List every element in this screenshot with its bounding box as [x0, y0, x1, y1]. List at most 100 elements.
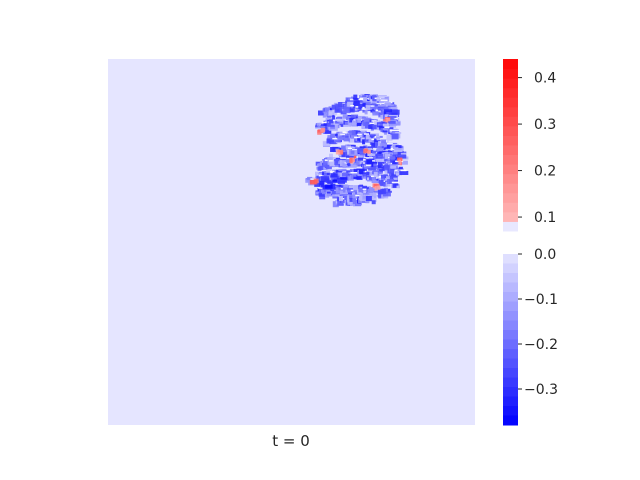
heatmap-cell — [353, 94, 358, 100]
colorbar-negative-tick-label: −0.2 — [524, 337, 558, 353]
heatmap-cell — [316, 191, 320, 195]
heatmap-cell — [345, 116, 352, 120]
heatmap-cell — [368, 101, 375, 107]
heatmap-cell — [398, 166, 403, 170]
heatmap-cell — [327, 157, 336, 161]
colorbar-negative-band — [503, 263, 518, 274]
colorbar-positive-band — [503, 173, 518, 184]
heatmap-cell — [389, 129, 400, 132]
heatmap-cell — [363, 195, 369, 199]
colorbar-negative-band — [503, 311, 518, 321]
heatmap-cell — [398, 160, 408, 165]
heatmap-cell — [353, 168, 361, 174]
heatmap-cell — [329, 161, 339, 167]
heatmap-cell — [327, 140, 334, 143]
colorbar-positive-band — [503, 221, 518, 232]
heatmap-cell — [373, 183, 380, 188]
heatmap-cell — [356, 120, 363, 127]
heatmap-cell — [329, 119, 338, 124]
colorbar-positive-band — [503, 68, 518, 79]
heatmap-cell — [382, 192, 391, 197]
heatmap-cell — [382, 123, 389, 127]
heatmap-cell — [341, 169, 347, 172]
heatmap-cell — [330, 183, 336, 190]
heatmap-cell — [334, 109, 344, 113]
heatmap-cell — [362, 139, 366, 145]
heatmap-cell — [363, 120, 372, 127]
heatmap-cell — [336, 152, 340, 155]
heatmap-cell — [380, 99, 388, 102]
heatmap-cell — [365, 196, 372, 201]
heatmap-cell — [318, 110, 326, 116]
heatmap-cell — [339, 177, 348, 181]
colorbar-positive-band — [503, 87, 518, 98]
heatmap-cell — [375, 136, 380, 140]
heatmap-cell — [362, 106, 367, 109]
heatmap-cell — [342, 131, 351, 133]
heatmap-cell — [383, 106, 389, 110]
heatmap-cell — [393, 150, 403, 152]
colorbar-negative-band — [503, 387, 518, 397]
heatmap-cell — [358, 157, 364, 161]
colorbar-negative-band — [503, 292, 518, 302]
heatmap-cell — [345, 134, 351, 137]
heatmap-blob — [305, 93, 409, 208]
heatmap-cell — [385, 143, 393, 145]
heatmap-cell — [358, 103, 366, 109]
heatmap-cell — [368, 139, 374, 142]
heatmap-cell — [394, 147, 399, 152]
heatmap-cell — [381, 139, 387, 145]
heatmap-cell — [370, 165, 376, 172]
heatmap-cell — [326, 172, 330, 176]
heatmap-cell — [350, 201, 355, 206]
heatmap-cell — [396, 172, 402, 176]
heatmap-cell — [394, 120, 398, 124]
heatmap-cell — [362, 102, 367, 106]
heatmap-cell — [375, 112, 381, 115]
colorbar-negative-band — [503, 301, 518, 312]
heatmap-cell — [347, 160, 353, 166]
colorbar-positive-band — [503, 154, 518, 165]
heatmap-cell — [321, 167, 329, 170]
heatmap-cell — [320, 125, 325, 128]
colorbar-positive-band — [503, 106, 518, 117]
heatmap-cell — [374, 186, 377, 191]
colorbar-positive-tick-label: 0.4 — [534, 71, 556, 87]
heatmap-cell — [360, 93, 365, 96]
colorbar-positive-band — [503, 116, 518, 127]
heatmap-cell — [337, 181, 346, 184]
heatmap-cell — [368, 146, 373, 150]
heatmap-cell — [349, 195, 356, 200]
heatmap-cell — [332, 119, 340, 122]
heatmap-cell — [394, 183, 399, 186]
heatmap-cell — [365, 101, 371, 107]
heatmap-cell — [347, 147, 355, 149]
heatmap-cell — [349, 137, 357, 143]
heatmap-cell — [325, 189, 333, 192]
heatmap-cell — [392, 129, 400, 135]
heatmap-cell — [350, 133, 360, 139]
heatmap-cell — [395, 145, 402, 151]
colorbar-negative-band — [503, 282, 518, 293]
heatmap-cell — [363, 117, 371, 122]
heatmap-cell — [382, 128, 390, 130]
colorbar-negative-band — [503, 254, 518, 264]
heatmap-cell — [359, 158, 364, 164]
colorbar-negative-band — [503, 358, 518, 369]
heatmap-cell — [388, 119, 396, 124]
heatmap-cell — [339, 106, 343, 113]
heatmap-cell — [332, 115, 336, 120]
heatmap-cell — [324, 107, 333, 113]
colorbar-positive-band — [503, 59, 518, 70]
heatmap-cell — [369, 134, 376, 138]
heatmap-cell — [326, 191, 335, 197]
heatmap-cell — [375, 141, 379, 147]
heatmap-cell — [337, 102, 345, 108]
heatmap-cell — [369, 122, 378, 124]
heatmap-cell — [351, 149, 358, 151]
heatmap-cell — [384, 170, 389, 175]
heatmap-cell — [320, 127, 326, 132]
heatmap-cell — [382, 130, 388, 133]
heatmap-cell — [340, 133, 350, 135]
heatmap-cell — [341, 200, 348, 204]
